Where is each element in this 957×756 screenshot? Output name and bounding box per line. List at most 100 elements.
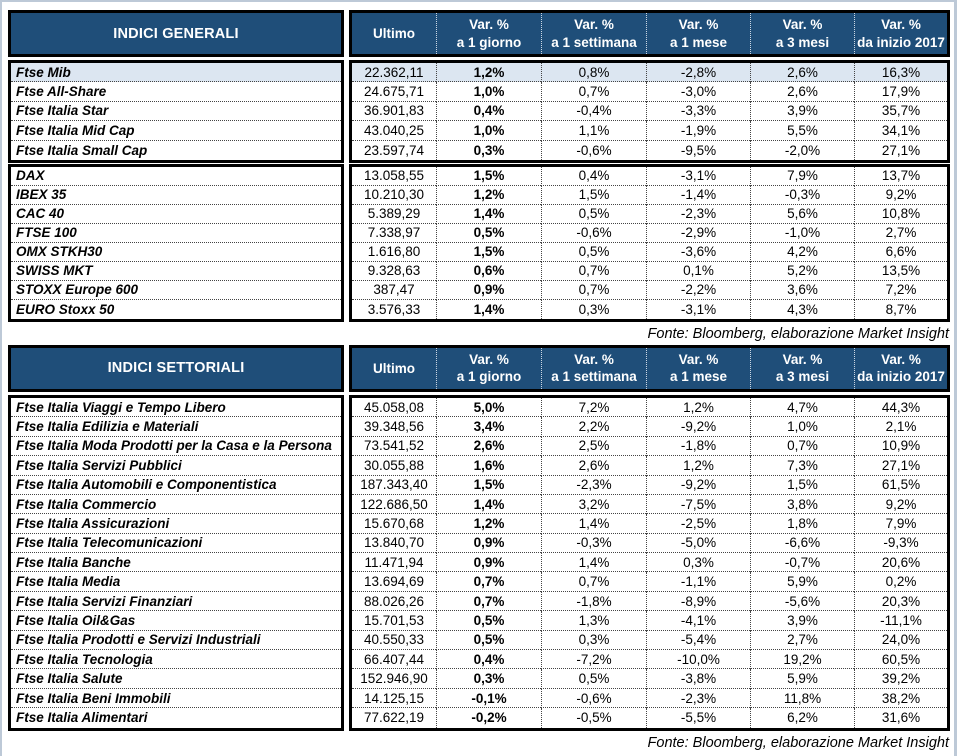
- value-cell-m1: -9,5%: [646, 140, 750, 160]
- value-cell-w1: 2,2%: [541, 417, 646, 437]
- value-cell-d1: 3,4%: [436, 417, 541, 437]
- column-header-ultimo: Ultimo: [352, 13, 436, 54]
- column-header-var-1-giorno: Var. % a 1 giorno: [436, 347, 541, 389]
- value-cell-d1: 1,0%: [436, 82, 541, 102]
- value-cell-w1: 0,3%: [541, 299, 646, 319]
- value-cell-ultimo: 11.471,94: [352, 553, 436, 573]
- value-cell-ultimo: 122.686,50: [352, 495, 436, 515]
- column-header-line1: Var. %: [469, 16, 509, 32]
- index-name: Ftse Italia Beni Immobili: [11, 689, 341, 709]
- value-cell-m3: 5,6%: [750, 204, 854, 224]
- value-cell-ultimo: 15.701,53: [352, 611, 436, 631]
- value-cell-m1: -2,5%: [646, 514, 750, 534]
- value-cell-ultimo: 152.946,90: [352, 669, 436, 689]
- general-indices-table: INDICI GENERALI Ultimo Var. % a 1 giorno…: [8, 10, 950, 345]
- value-cell-ytd: 31,6%: [854, 708, 947, 728]
- value-cell-m1: -3,0%: [646, 82, 750, 102]
- value-cell-d1: 0,3%: [436, 140, 541, 160]
- value-cell-w1: 0,7%: [541, 82, 646, 102]
- value-cell-d1: 0,5%: [436, 611, 541, 631]
- value-cell-ytd: 44,3%: [854, 397, 947, 418]
- value-cell-w1: 0,5%: [541, 669, 646, 689]
- index-name: Ftse Italia Moda Prodotti per la Casa e …: [11, 437, 341, 457]
- value-cell-m1: -1,8%: [646, 436, 750, 457]
- column-header-line2: a 3 mesi: [775, 369, 830, 385]
- column-header-line1: Var. %: [574, 16, 614, 32]
- value-cell-d1: 0,9%: [436, 280, 541, 300]
- value-cell-w1: 0,7%: [541, 261, 646, 281]
- value-cell-m3: 4,3%: [750, 299, 854, 319]
- value-cell-m1: -2,3%: [646, 204, 750, 224]
- value-cell-m3: 3,6%: [750, 280, 854, 300]
- value-cell-m3: -5,6%: [750, 591, 854, 612]
- value-cell-ytd: 13,5%: [854, 261, 947, 281]
- value-cell-m3: 4,2%: [750, 242, 854, 262]
- column-header-line1: Var. %: [881, 351, 921, 367]
- value-cell-m1: -3,8%: [646, 669, 750, 689]
- value-cell-m1: -3,3%: [646, 101, 750, 122]
- value-cell-ytd: 9,2%: [854, 185, 947, 205]
- value-cell-w1: 1,5%: [541, 185, 646, 205]
- value-cell-w1: 0,8%: [541, 63, 646, 83]
- column-header-line1: Var. %: [782, 351, 823, 367]
- column-headers: Ultimo Var. % a 1 giorno Var. % a 1 sett…: [349, 10, 950, 57]
- value-cell-m1: -5,5%: [646, 708, 750, 728]
- value-cell-ultimo: 30.055,88: [352, 456, 436, 476]
- value-cell-m3: 5,5%: [750, 121, 854, 141]
- value-cell-w1: 2,6%: [541, 456, 646, 476]
- column-header-line2: a 1 giorno: [456, 369, 522, 385]
- column-header-var-inizio-2017: Var. % da inizio 2017: [854, 347, 947, 389]
- value-cell-ultimo: 5.389,29: [352, 205, 436, 224]
- column-header-var-3-mesi: Var. % a 3 mesi: [750, 13, 854, 54]
- sector-indices-table: INDICI SETTORIALI Ultimo Var. % a 1 gior…: [8, 344, 950, 754]
- value-cell-w1: 1,1%: [541, 121, 646, 141]
- value-cell-ytd: 7,9%: [854, 514, 947, 534]
- value-cell-m1: 1,2%: [646, 397, 750, 418]
- value-cell-ultimo: 7.338,97: [352, 224, 436, 243]
- value-cell-m1: -9,2%: [646, 475, 750, 495]
- column-header-var-3-mesi: Var. % a 3 mesi: [750, 347, 854, 389]
- value-cell-d1: 0,4%: [436, 101, 541, 122]
- column-header-line2: a 1 settimana: [551, 34, 637, 50]
- value-cell-d1: 1,6%: [436, 456, 541, 476]
- index-name: Ftse Mib: [11, 63, 341, 83]
- index-name: Ftse Italia Salute: [11, 669, 341, 689]
- value-cell-m3: 2,6%: [750, 82, 854, 102]
- value-cell-m1: -2,2%: [646, 280, 750, 300]
- value-cell-m3: 3,9%: [750, 101, 854, 122]
- value-cell-w1: 1,3%: [541, 611, 646, 631]
- value-cell-d1: 5,0%: [436, 397, 541, 418]
- index-name: Ftse Italia Servizi Finanziari: [11, 592, 341, 612]
- value-cell-ytd: 27,1%: [854, 140, 947, 160]
- value-cell-ultimo: 3.576,33: [367, 301, 421, 317]
- column-header-line1: Var. %: [678, 16, 719, 32]
- index-name: FTSE 100: [11, 224, 341, 243]
- index-name: STOXX Europe 600: [11, 281, 341, 300]
- column-header-var-1-mese: Var. % a 1 mese: [646, 347, 750, 389]
- value-cell-ytd: 10,9%: [854, 436, 947, 457]
- index-name: DAX: [11, 167, 341, 186]
- index-name: CAC 40: [11, 205, 341, 224]
- value-cell-m3: -1,0%: [750, 223, 854, 243]
- value-cell-ultimo: 15.670,68: [352, 514, 436, 534]
- index-name: Ftse Italia Telecomunicazioni: [11, 534, 341, 554]
- value-cell-ultimo: 45.058,08: [352, 398, 436, 418]
- index-name: EURO Stoxx 50: [16, 301, 115, 317]
- index-name: OMX STKH30: [11, 243, 341, 262]
- value-cell-ytd: 16,3%: [854, 63, 947, 83]
- value-cell-d1: 1,0%: [436, 121, 541, 141]
- value-cell-d1: 1,2%: [436, 185, 541, 205]
- index-name-column: DAX IBEX 35 CAC 40 FTSE 100 OMX STKH30 SWISS …: [8, 163, 344, 322]
- value-cell-ytd: 6,6%: [854, 242, 947, 262]
- column-header-line2: da inizio 2017: [857, 34, 945, 50]
- index-name-column: Ftse Italia Viaggi e Tempo Libero Ftse It…: [8, 394, 344, 731]
- index-name: Ftse All-Share: [11, 82, 341, 102]
- column-header-label: Ultimo: [373, 25, 415, 41]
- value-cell-ytd: 60,5%: [854, 650, 947, 670]
- value-cell-d1: 0,4%: [436, 650, 541, 670]
- value-cell-m3: -0,7%: [750, 553, 854, 573]
- column-header-line1: Var. %: [469, 351, 509, 367]
- index-name: SWISS MKT: [11, 262, 341, 281]
- index-name: Ftse Italia Viaggi e Tempo Libero: [11, 398, 341, 418]
- value-cell-ytd: 35,7%: [854, 101, 947, 122]
